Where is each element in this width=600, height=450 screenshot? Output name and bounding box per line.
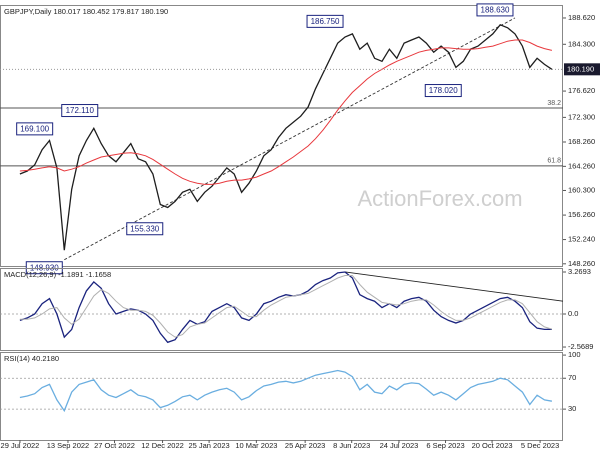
annotation-box	[16, 122, 54, 136]
x-tick-label: 24 Jul 2023	[380, 441, 419, 450]
x-tick-label: 5 Dec 2023	[521, 441, 559, 450]
panel-frame	[0, 352, 563, 441]
x-tick-label: 10 Mar 2023	[235, 441, 277, 450]
y-tick-label: 156.260	[568, 210, 595, 219]
last-price-box	[564, 63, 600, 76]
x-tick-label: 27 Oct 2022	[94, 441, 135, 450]
annotation-label: 148.930	[30, 263, 59, 272]
panel-frame	[0, 268, 563, 351]
series-line	[19, 275, 553, 338]
x-tick-label: 13 Sep 2022	[47, 441, 90, 450]
annotation-label: 169.100	[20, 124, 49, 133]
trend-line	[64, 17, 516, 261]
level-label: 38.2	[547, 100, 561, 107]
series-line	[19, 369, 553, 413]
x-tick-label: 20 Oct 2023	[472, 441, 513, 450]
panel-title: GBPJPY,Daily 180.017 180.452 179.817 180…	[4, 7, 168, 16]
annotation-box	[306, 14, 344, 28]
annotation-label: 186.750	[311, 17, 340, 26]
y-tick-label: 0.0	[568, 309, 578, 318]
last-price-label: 180.190	[567, 64, 594, 73]
y-tick-label: 172.300	[568, 112, 595, 121]
x-tick-label: 29 Jul 2022	[1, 441, 40, 450]
series-line	[19, 271, 552, 344]
y-tick-label: 148.260	[568, 259, 595, 268]
y-tick-label: -2.5689	[568, 342, 593, 351]
watermark: ActionForex.com	[357, 186, 522, 211]
y-tick-label: 100	[568, 350, 581, 359]
panel-frame	[0, 5, 563, 267]
y-tick-label: 164.260	[568, 161, 595, 170]
x-tick-label: 6 Sep 2023	[426, 441, 464, 450]
y-tick-label: 168.260	[568, 137, 595, 146]
y-tick-label: 184.300	[568, 39, 595, 48]
y-tick-label: 152.240	[568, 235, 595, 244]
annotation-box	[25, 261, 63, 275]
y-tick-label: 30	[568, 404, 576, 413]
annotation-label: 178.020	[429, 86, 458, 95]
level-label: 61.8	[547, 158, 561, 165]
annotation-box	[126, 222, 164, 236]
annotation-box	[476, 3, 514, 17]
y-tick-label: 3.2693	[568, 267, 591, 276]
annotation-label: 172.110	[66, 106, 95, 115]
x-tick-label: 25 Apr 2023	[285, 441, 325, 450]
annotation-label: 155.330	[130, 224, 159, 233]
y-tick-label: 188.620	[568, 13, 595, 22]
annotation-box	[61, 104, 99, 118]
series-line	[19, 24, 553, 251]
trend-line	[344, 271, 564, 302]
panel-title: MACD(12,26,9) -1.1891 -1.1658	[4, 270, 111, 279]
panel-title: RSI(14) 40.2180	[4, 354, 59, 363]
annotation-box	[424, 84, 462, 98]
x-tick-label: 25 Jan 2023	[188, 441, 229, 450]
x-tick-label: 12 Dec 2022	[141, 441, 184, 450]
annotation-label: 188.630	[481, 6, 510, 15]
y-tick-label: 70	[568, 373, 576, 382]
x-tick-label: 8 Jun 2023	[333, 441, 370, 450]
y-tick-label: 176.620	[568, 86, 595, 95]
series-line	[19, 39, 553, 185]
y-tick-label: 160.300	[568, 185, 595, 194]
